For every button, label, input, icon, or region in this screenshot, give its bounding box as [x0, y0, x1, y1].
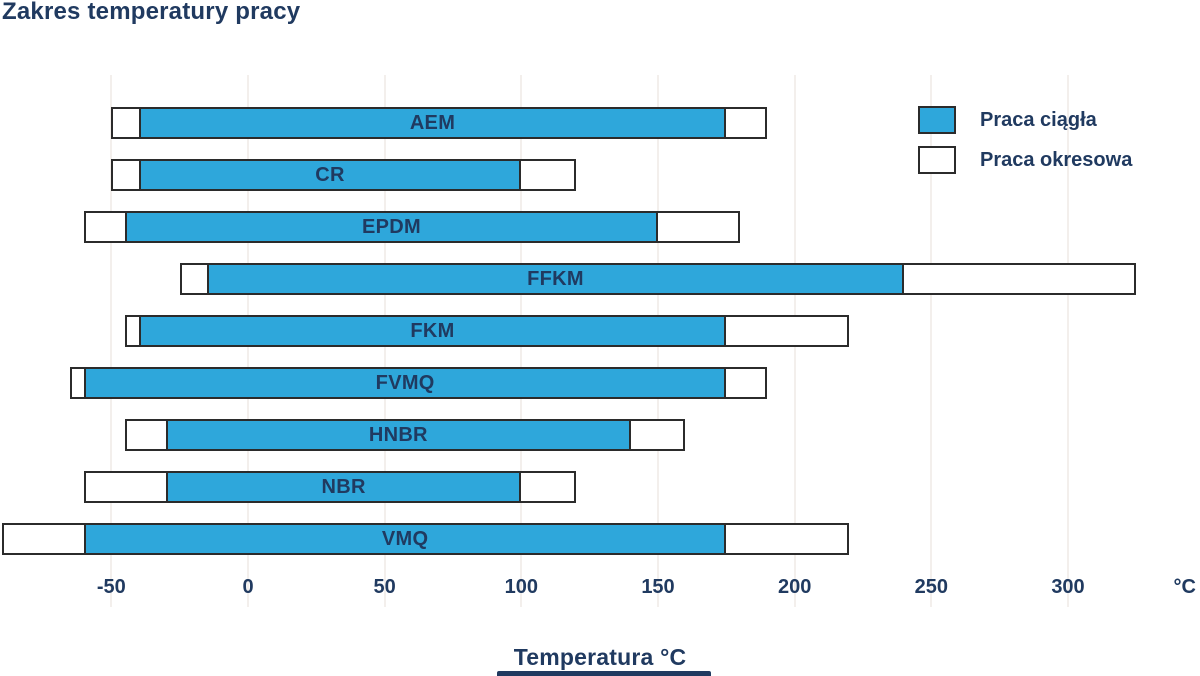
bar-continuous: [125, 211, 658, 243]
legend: Praca ciągła Praca okresowa: [918, 106, 1132, 174]
x-tick-label: 100: [504, 576, 539, 598]
chart-title: Zakres temperatury pracy: [2, 0, 301, 25]
bar-label: HNBR: [368, 424, 428, 446]
bar-continuous: [166, 419, 631, 451]
x-tick-label: -50: [96, 576, 126, 598]
x-tick-label: 150: [641, 576, 675, 598]
grid-line: [930, 75, 933, 607]
bar-continuous: [138, 159, 522, 191]
x-tick-label: 300: [1051, 576, 1085, 598]
bar-continuous: [84, 523, 727, 555]
legend-label-intermittent: Praca okresowa: [980, 148, 1133, 171]
x-tick-label: 50: [373, 576, 396, 598]
bar-label: VMQ: [381, 528, 429, 550]
bar-continuous: [207, 263, 904, 295]
grid-line: [110, 75, 113, 607]
bar-label: AEM: [409, 112, 456, 134]
legend-item-continuous: Praca ciągła: [918, 106, 1132, 134]
legend-label-continuous: Praca ciągła: [980, 108, 1097, 131]
bar-continuous: [84, 367, 727, 399]
grid-line: [1067, 75, 1069, 607]
legend-swatch-intermittent-icon: [918, 146, 956, 174]
legend-item-intermittent: Praca okresowa: [918, 146, 1132, 174]
x-axis-unit-label: °C: [1173, 576, 1196, 598]
bar-label: FFKM: [527, 268, 584, 290]
bar-label: EPDM: [362, 216, 421, 238]
legend-swatch-continuous-icon: [918, 106, 956, 134]
bar-label: FVMQ: [375, 372, 435, 394]
bar-label: FKM: [410, 320, 455, 342]
bottom-clipped-element: [497, 671, 711, 676]
bar-label: NBR: [321, 476, 366, 498]
x-tick-label: 250: [914, 576, 949, 598]
bar-continuous: [138, 315, 727, 347]
x-axis-title: Temperatura °C: [513, 644, 687, 670]
x-tick-label: 200: [777, 576, 812, 598]
bar-label: CR: [315, 164, 345, 186]
bar-continuous: [138, 107, 727, 139]
x-tick-label: 0: [242, 576, 254, 598]
bar-continuous: [166, 471, 522, 503]
